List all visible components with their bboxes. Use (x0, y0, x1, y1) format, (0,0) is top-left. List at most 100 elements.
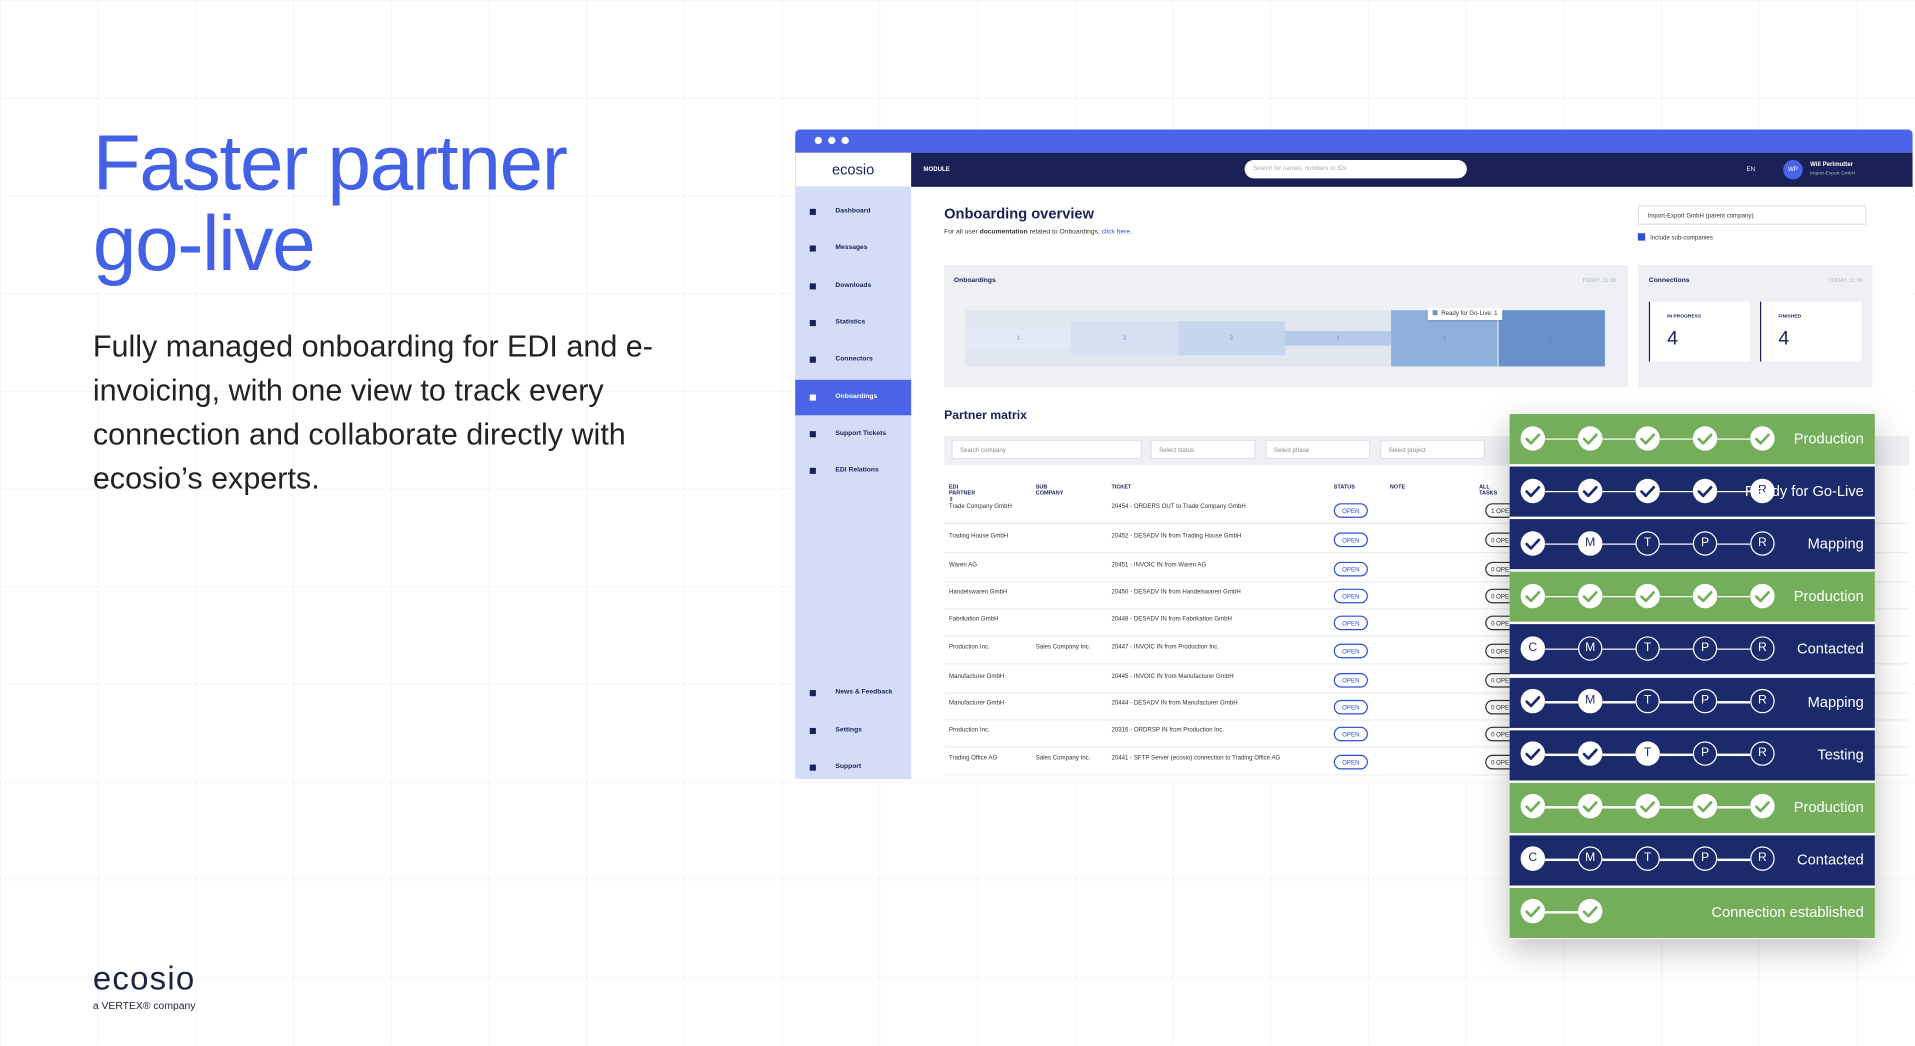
connector (1602, 595, 1636, 598)
search-box[interactable]: Search for names, numbers or IDs (1244, 159, 1467, 179)
sidebar-label: Support (835, 763, 862, 771)
connector (1545, 437, 1579, 440)
step: M (1578, 688, 1603, 714)
note-text: related to Onboardings, (1027, 228, 1102, 236)
sidebar-label: Dashboard (835, 207, 871, 215)
check-step (1578, 899, 1603, 924)
check-path (1754, 590, 1770, 603)
cell: 20451 - INVOIC IN from Waren AG (1111, 561, 1207, 570)
sidebar-item[interactable]: News & Feedback (795, 675, 911, 710)
row-divider (944, 581, 1910, 583)
headline: Faster partner go-live (92, 118, 568, 288)
check-icon (1582, 590, 1598, 603)
filter[interactable]: Search company (951, 439, 1142, 460)
check-icon (1525, 696, 1541, 708)
sidebar-item[interactable]: Downloads (795, 268, 911, 303)
status-label: Connection established (1711, 903, 1864, 921)
cell: 20441 - SFTP Server (ecosio) connection … (1111, 754, 1281, 763)
sidebar-label: Onboardings (835, 392, 878, 400)
window-dot (841, 136, 849, 145)
check-step (1635, 794, 1660, 819)
sidebar-item[interactable]: Dashboard (795, 194, 911, 229)
check-icon (1525, 748, 1541, 760)
check-icon (1525, 432, 1541, 445)
sidebar-item[interactable]: EDI Relations (795, 453, 911, 488)
step: P (1692, 530, 1718, 556)
stage-count: 2 (1229, 334, 1233, 341)
step: R (1750, 688, 1775, 714)
tooltip-text: Ready for Go-Live: 1 (1441, 310, 1498, 318)
connector (1545, 595, 1579, 598)
connector (1545, 490, 1579, 493)
status-pill: OPEN (1333, 503, 1368, 518)
cell: Sales Company Inc. (1035, 754, 1091, 763)
check-path (1525, 432, 1541, 445)
funnel-stage (1071, 321, 1179, 356)
brand[interactable]: ecosio (795, 152, 912, 187)
check-step (1750, 583, 1775, 608)
connector (1717, 858, 1751, 861)
connector (1717, 490, 1751, 493)
module-menu[interactable]: MODULE (923, 166, 950, 174)
step: M (1578, 636, 1603, 661)
check-path (1525, 748, 1541, 760)
step: R (1750, 530, 1775, 556)
status-pill: OPEN (1333, 643, 1368, 659)
row-divider (944, 522, 1910, 524)
icon (809, 356, 816, 363)
sidebar-item[interactable]: Connectors (795, 342, 911, 377)
connector (1659, 490, 1693, 493)
company-select[interactable]: Import-Export GmbH (parent company) (1637, 205, 1867, 225)
cell: Manufacturer GmbH (949, 699, 1005, 708)
filter[interactable]: Select status (1150, 439, 1256, 460)
cell: 20448 - DESADV IN from Fabrikation GmbH (1111, 615, 1232, 623)
filter[interactable]: Select project (1380, 439, 1486, 460)
avatar[interactable]: WP (1783, 159, 1803, 180)
column-header: NOTE (1389, 483, 1406, 490)
status-label: Testing (1817, 745, 1864, 763)
step: C (1520, 846, 1546, 872)
tooltip: Ready for Go-Live: 1 (1427, 307, 1503, 320)
note-link[interactable]: click here. (1101, 228, 1132, 236)
check-path (1754, 801, 1770, 813)
cell: Trading House GmbH (949, 532, 1009, 540)
connector (1545, 806, 1579, 809)
sidebar-item[interactable]: Messages (795, 231, 911, 266)
column-header: TICKET (1111, 483, 1132, 490)
check-step (1520, 794, 1546, 819)
check-path (1582, 485, 1598, 497)
sidebar-item[interactable]: Support Tickets (795, 416, 911, 451)
status-pill: OPEN (1333, 615, 1368, 631)
check-step (1750, 425, 1775, 451)
checkbox[interactable] (1637, 233, 1646, 241)
sidebar-item[interactable]: Settings (795, 713, 911, 748)
window-dot (828, 136, 836, 145)
check-step (1520, 425, 1546, 451)
cell: 20452 - DESADV IN from Trading House Gmb… (1111, 532, 1242, 540)
row-divider (944, 774, 1910, 776)
check-path (1582, 748, 1598, 760)
step: R (1750, 741, 1775, 766)
check-icon (1525, 801, 1541, 813)
sidebar-item[interactable]: Statistics (795, 305, 911, 340)
sidebar-item[interactable]: Onboardings (795, 379, 912, 415)
sidebar-label: Messages (835, 244, 868, 252)
check-icon (1582, 485, 1598, 497)
language[interactable]: EN (1746, 166, 1756, 174)
connector (1545, 701, 1579, 703)
connector (1717, 806, 1751, 809)
step: P (1692, 741, 1718, 766)
cell: Sales Company Inc. (1035, 643, 1091, 651)
filter[interactable]: Select phase (1265, 439, 1371, 460)
stage-count: 1 (1443, 334, 1447, 341)
sidebar-item[interactable]: Support (795, 750, 911, 779)
stat-value: 4 (1778, 328, 1790, 350)
page-note: For all user documentation related to On… (944, 228, 1132, 235)
timestamp: TODAY, 11:09 (1581, 277, 1616, 284)
status-row: T P R Testing (1509, 729, 1875, 780)
connector (1602, 543, 1636, 545)
status-row: R Ready for Go-Live (1509, 466, 1875, 517)
connector (1717, 753, 1751, 756)
row-divider (944, 692, 1910, 694)
